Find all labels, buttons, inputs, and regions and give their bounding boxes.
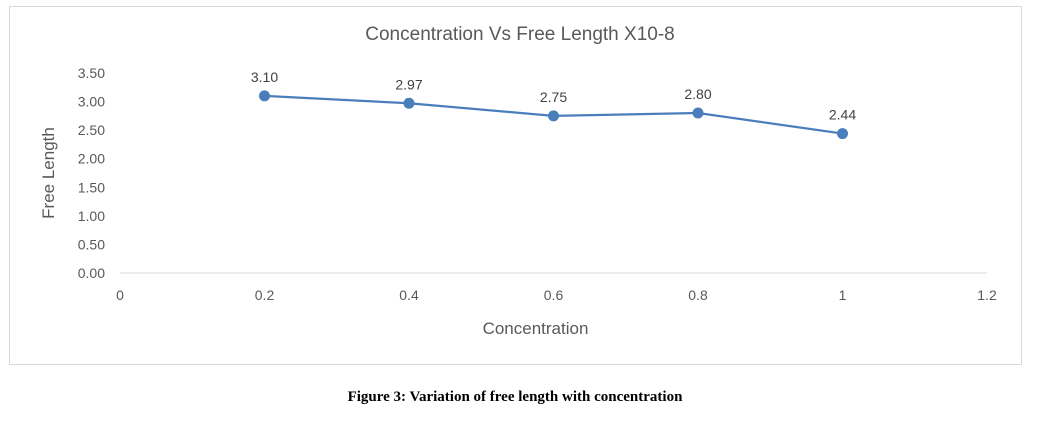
y-tick-label: 2.50 — [78, 122, 105, 138]
y-tick-label: 2.00 — [78, 151, 105, 167]
data-point — [259, 90, 270, 102]
data-point — [403, 97, 415, 109]
data-label: 2.75 — [540, 89, 567, 105]
data-label: 2.44 — [829, 107, 856, 123]
chart-area: Concentration Vs Free Length X10-8 0.00 0… — [9, 6, 1022, 365]
data-label: 3.10 — [251, 69, 278, 85]
x-tick-label: 0 — [116, 287, 124, 303]
data-point — [837, 128, 848, 140]
line-chart: Concentration Vs Free Length X10-8 0.000… — [39, 24, 997, 338]
series-free-length: 3.10 2.97 2.75 2.80 2.44 — [251, 69, 856, 140]
y-tick-label: 3.00 — [78, 94, 105, 110]
x-axis-ticks: 0 0.2 0.4 0.6 0.8 1 1.2 — [116, 287, 997, 303]
x-tick-label: 1 — [839, 287, 847, 303]
y-tick-label: 0.50 — [78, 236, 105, 252]
y-tick-label: 0.00 — [78, 265, 105, 281]
data-point — [548, 110, 559, 122]
y-tick-label: 1.00 — [78, 208, 105, 224]
y-axis-ticks: 0.00 0.50 1.00 1.50 2.00 2.50 3.00 3.50 — [78, 65, 105, 281]
y-tick-label: 3.50 — [78, 65, 105, 81]
x-tick-label: 0.4 — [399, 287, 419, 303]
y-tick-label: 1.50 — [78, 179, 105, 195]
data-label: 2.80 — [684, 86, 711, 102]
x-tick-label: 0.8 — [688, 287, 708, 303]
x-tick-label: 1.2 — [977, 287, 997, 303]
x-tick-label: 0.6 — [544, 287, 564, 303]
x-tick-label: 0.2 — [255, 287, 275, 303]
data-point — [692, 107, 704, 119]
x-axis-label: Concentration — [483, 319, 589, 338]
data-label: 2.97 — [395, 76, 422, 92]
y-axis-label: Free Length — [39, 127, 58, 219]
chart-title: Concentration Vs Free Length X10-8 — [365, 24, 674, 45]
figure-caption: Figure 3: Variation of free length with … — [347, 389, 683, 405]
